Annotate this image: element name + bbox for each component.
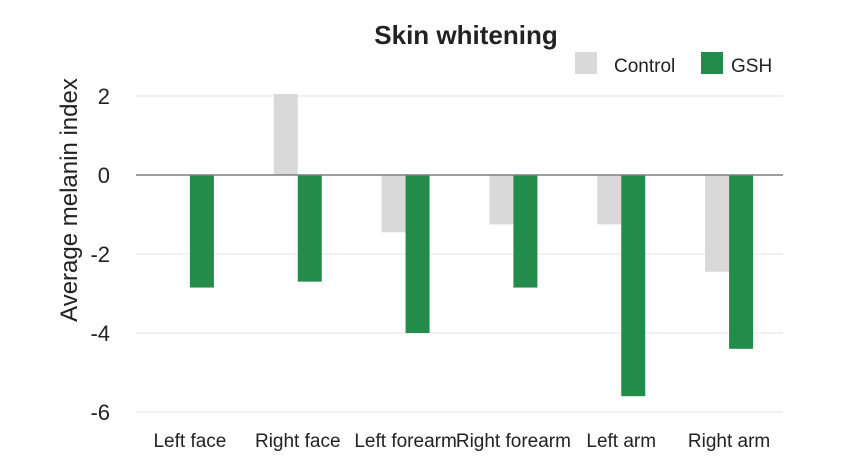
legend-label-gsh: GSH [731,56,772,77]
y-axis-ticks: 2 0 -2 -4 -6 [90,84,110,425]
y-tick-label: -2 [90,242,110,267]
bar-gsh-right-arm [729,175,754,349]
x-category-label: Left arm [586,431,656,452]
bar-control-right-face [273,94,298,175]
y-tick-label: -6 [90,400,110,425]
bars [189,94,754,397]
bar-control-left-arm [597,175,622,225]
chart-title: Skin whitening [374,20,557,50]
bar-control-left-forearm [381,175,406,233]
x-category-label: Right forearm [456,431,571,452]
legend-label-control: Control [614,56,675,77]
x-axis-categories: Left face Right face Left forearm Right for… [153,431,770,452]
bar-gsh-left-face [189,175,214,288]
gridlines [136,95,783,413]
y-tick-label: 0 [98,163,110,188]
bar-gsh-right-forearm [513,175,538,288]
legend-swatch-gsh [701,52,723,74]
legend-swatch-control [575,52,597,74]
x-category-label: Right face [255,431,341,452]
x-category-label: Right arm [688,431,770,452]
y-tick-label: 2 [98,84,110,109]
x-category-label: Left forearm [354,431,456,452]
bar-control-right-arm [705,175,730,272]
bar-control-right-forearm [489,175,514,225]
legend: Control GSH [575,52,772,77]
y-tick-label: -4 [90,321,110,346]
bar-gsh-left-forearm [405,175,430,333]
bar-gsh-right-face [297,175,322,282]
y-axis-label: Average melanin index [56,78,83,322]
bar-gsh-left-arm [621,175,646,397]
x-category-label: Left face [153,431,226,452]
